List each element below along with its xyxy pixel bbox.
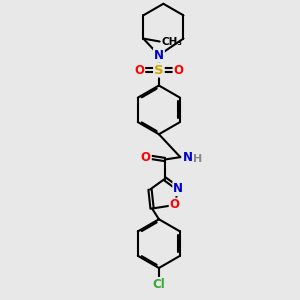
Text: O: O	[173, 64, 184, 76]
Text: S: S	[154, 64, 164, 76]
Text: N: N	[154, 49, 164, 62]
Text: CH₃: CH₃	[161, 37, 182, 46]
Text: O: O	[134, 64, 144, 76]
Text: O: O	[141, 151, 151, 164]
Text: H: H	[193, 154, 202, 164]
Text: N: N	[183, 151, 193, 164]
Text: Cl: Cl	[152, 278, 165, 291]
Text: O: O	[170, 199, 180, 212]
Text: N: N	[173, 182, 183, 195]
